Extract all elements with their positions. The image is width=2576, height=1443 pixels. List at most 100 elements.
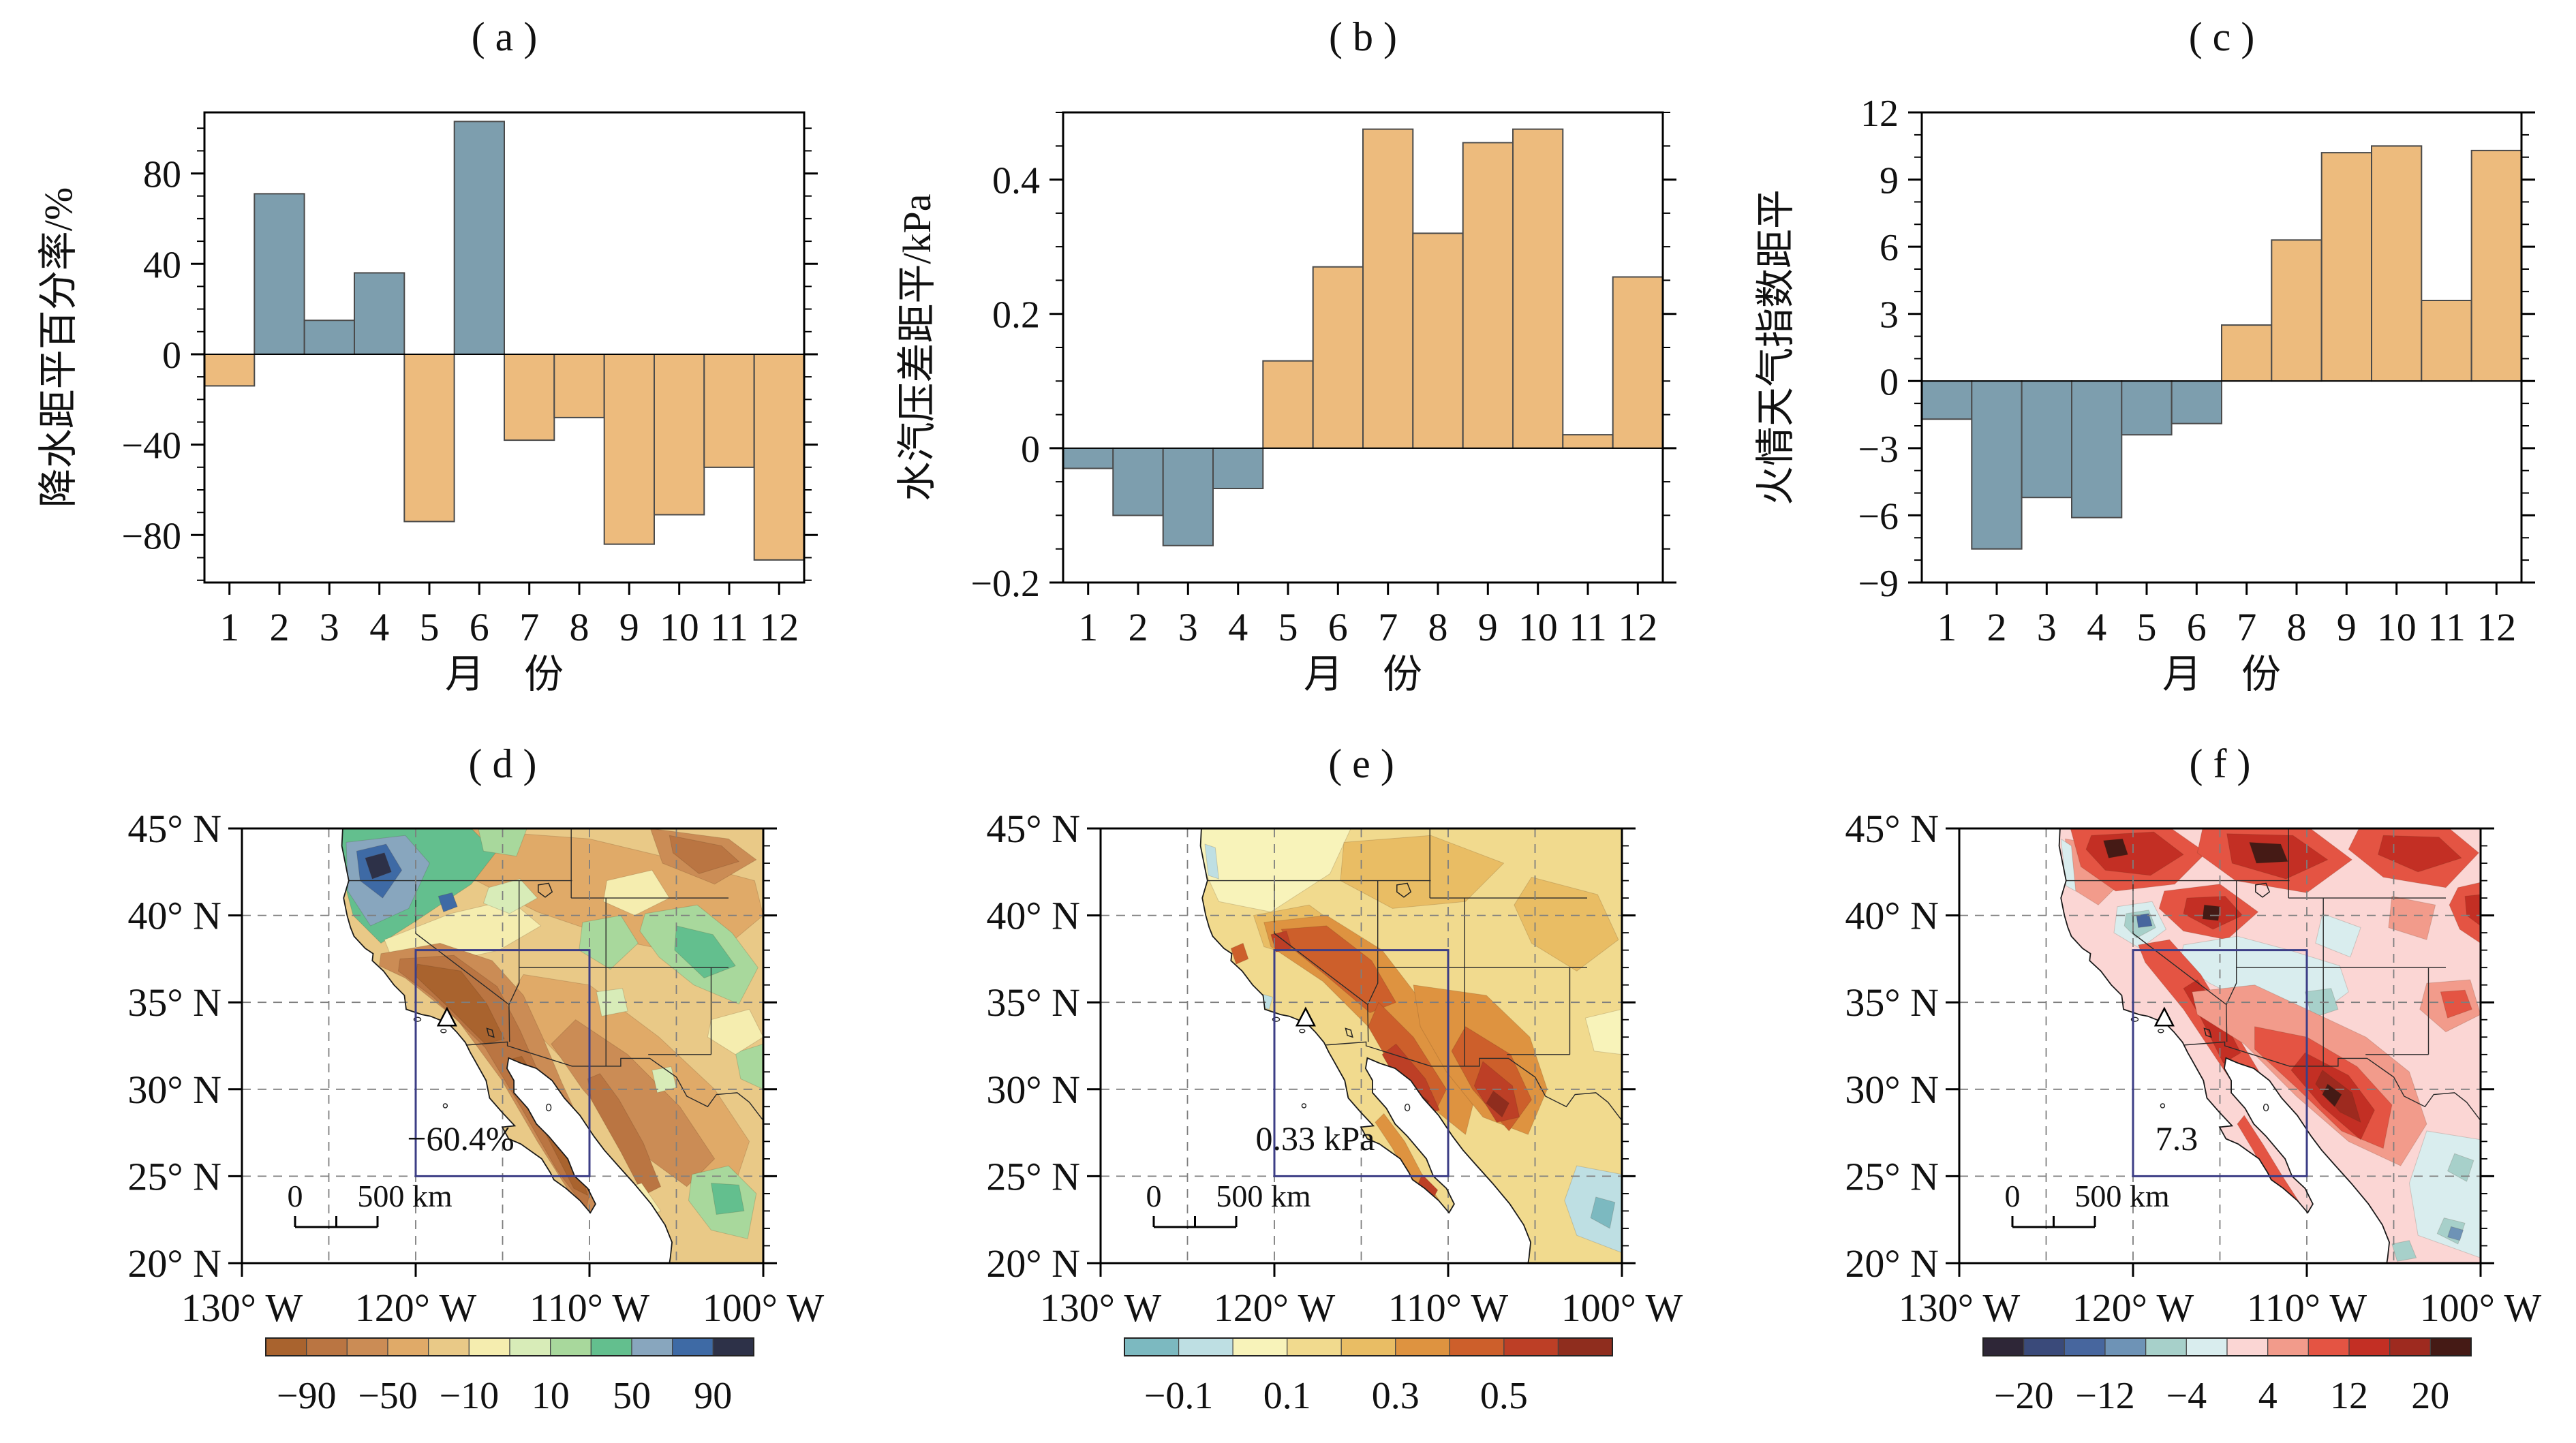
colorbar-segment	[2389, 1337, 2432, 1356]
contour-patch	[1230, 942, 1249, 965]
bar-month-12	[2470, 149, 2522, 382]
colorbar-border	[265, 1337, 754, 1356]
colorbar-segment	[1395, 1337, 1450, 1356]
x-tick-label: 7	[1378, 605, 1398, 649]
triangle-marker-icon	[2153, 1006, 2175, 1027]
x-tick-label: 7	[2237, 605, 2256, 649]
panel-e-title: ( e )	[1328, 741, 1394, 786]
colorbar-segment	[672, 1337, 714, 1356]
lat-tick-label: 20° N	[127, 1241, 221, 1286]
colorbar-segment	[2064, 1337, 2106, 1356]
x-tick-label: 8	[2287, 605, 2307, 649]
contour-patch	[2378, 835, 2462, 873]
contour-patch	[415, 963, 505, 1044]
colorbar-label: −0.1	[1144, 1375, 1214, 1417]
x-tick-label: 8	[570, 605, 589, 649]
contour-patch	[2391, 1240, 2417, 1262]
y-tick-label: −80	[121, 515, 181, 557]
contour-patch	[1486, 1090, 1509, 1118]
panel-a-title: ( a )	[471, 14, 538, 59]
lat-tick-label: 40° N	[127, 894, 221, 938]
colorbar-segment	[2226, 1337, 2269, 1356]
x-tick-label: 5	[1278, 605, 1298, 649]
lat-tick-label: 35° N	[1845, 980, 1939, 1025]
colorbar-label: 0.5	[1480, 1375, 1528, 1417]
bar-month-3	[1162, 447, 1214, 546]
x-tick-label: 3	[1178, 605, 1198, 649]
y-tick-label: 0.2	[992, 294, 1040, 337]
panel-b-xlabel: 月 份	[1303, 652, 1422, 696]
scale-bar-zero: 0	[1146, 1179, 1162, 1213]
bar-month-6	[2171, 380, 2223, 424]
panel-c-title: ( c )	[2188, 14, 2255, 59]
contour-patch	[2136, 913, 2153, 928]
lat-tick-label: 20° N	[986, 1241, 1080, 1286]
panel-d: ( d ) −60.4% 45° N 40° N 35° N 30° N 25° N 20…	[0, 722, 859, 1443]
colorbar-segment	[1503, 1337, 1559, 1356]
study-region-box	[1273, 949, 1450, 1177]
state-border	[508, 880, 520, 1005]
x-tick-label: 1	[1937, 605, 1957, 649]
panel-a: ( a ) 降水距平百分率/% 月 份 −80 −40 0 40 80 1 2 3 4 5 6 7 8 9…	[0, 0, 859, 722]
colorbar-segment	[2348, 1337, 2391, 1356]
panel-f: ( f ) 7.3 45° N 40° N 35° N 30° N 25° N 20° N…	[1717, 722, 2576, 1443]
colorbar-border	[1982, 1337, 2472, 1356]
panel-f-region-mean: 7.3	[2155, 1119, 2198, 1158]
bar-month-8	[1412, 232, 1464, 449]
bar-month-3	[2021, 380, 2073, 499]
panel-a-xlabel: 月 份	[444, 652, 564, 696]
x-tick-label: 6	[470, 605, 489, 649]
salton-sea-outline	[2203, 1027, 2212, 1038]
y-tick-label: 0	[162, 335, 181, 377]
x-tick-label: 2	[1129, 605, 1148, 649]
lon-tick-label: 100° W	[703, 1286, 825, 1330]
colorbar-label: 90	[694, 1375, 732, 1417]
great-salt-lake-outline	[1396, 882, 1412, 898]
coastline	[2058, 828, 2391, 1264]
x-tick-label: 6	[1328, 605, 1348, 649]
colorbar-segment	[2186, 1337, 2228, 1356]
y-tick-label: 0	[1880, 361, 1899, 403]
x-tick-label: 3	[2037, 605, 2057, 649]
state-border	[1367, 880, 1379, 1005]
bar-month-8	[553, 354, 605, 418]
bar-month-2	[1112, 447, 1164, 516]
x-tick-label: 7	[519, 605, 539, 649]
bar-month-9	[2320, 152, 2373, 382]
colorbar-label: 10	[532, 1375, 570, 1417]
x-tick-label: 2	[1987, 605, 2007, 649]
lon-tick-label: 120° W	[355, 1286, 477, 1330]
panel-b: ( b ) 水汽压差距平/kPa 月 份 −0.2 0 0.2 0.4 1 2 3 4 5 6 7 8…	[859, 0, 1717, 722]
contour-patch	[2237, 1115, 2302, 1215]
contour-patch	[2305, 988, 2339, 1019]
colorbar-label: −50	[358, 1375, 418, 1417]
x-tick-label: 4	[1228, 605, 1248, 649]
lon-tick-label: 120° W	[1214, 1286, 1336, 1330]
contour-patch	[2447, 1226, 2464, 1241]
colorbar-segment	[1557, 1337, 1613, 1356]
contour-patch	[2249, 841, 2288, 864]
lat-tick-label: 45° N	[1845, 807, 1939, 851]
lon-tick-label: 100° W	[1561, 1286, 1683, 1330]
x-tick-label: 12	[2477, 605, 2516, 649]
contour-patch	[596, 988, 628, 1017]
contour-patch	[1590, 1196, 1616, 1229]
lon-tick-label: 120° W	[2072, 1286, 2194, 1330]
triangle-marker-icon	[436, 1006, 457, 1027]
salton-sea-outline	[1345, 1027, 1353, 1038]
x-tick-label: 12	[1618, 605, 1657, 649]
contour-patch	[2103, 838, 2128, 858]
colorbar-segment	[2429, 1337, 2472, 1356]
colorbar-label: 4	[2258, 1375, 2278, 1417]
lat-tick-label: 30° N	[127, 1068, 221, 1112]
x-tick-label: 11	[710, 605, 748, 649]
lat-tick-label: 20° N	[1845, 1241, 1939, 1286]
colorbar-segment	[306, 1337, 348, 1356]
study-region-box	[414, 949, 591, 1177]
y-tick-label: −40	[121, 425, 181, 467]
lon-tick-label: 100° W	[2420, 1286, 2542, 1330]
colorbar-label: −12	[2075, 1375, 2135, 1417]
bar-month-5	[403, 354, 455, 523]
